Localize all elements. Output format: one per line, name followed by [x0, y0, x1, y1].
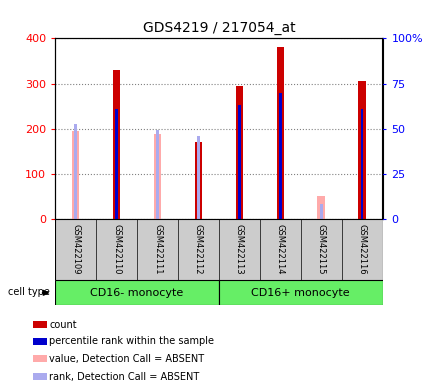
Text: cell type: cell type [8, 286, 50, 296]
Bar [317, 196, 325, 219]
Text: CD16- monocyte: CD16- monocyte [91, 288, 184, 298]
Bar [197, 136, 200, 219]
Text: GSM422116: GSM422116 [357, 224, 366, 275]
Text: GSM422113: GSM422113 [235, 224, 244, 275]
Text: GSM422112: GSM422112 [194, 224, 203, 275]
Text: GSM422109: GSM422109 [71, 224, 80, 275]
Title: GDS4219 / 217054_at: GDS4219 / 217054_at [142, 21, 295, 35]
Bar [115, 109, 118, 219]
Text: GSM422111: GSM422111 [153, 224, 162, 275]
Text: count: count [49, 320, 77, 330]
Bar [72, 131, 79, 219]
Bar [113, 70, 120, 219]
Bar [33, 321, 47, 328]
Bar [320, 204, 323, 219]
Bar [33, 373, 47, 380]
Bar [235, 86, 243, 219]
Bar [277, 47, 284, 219]
Text: GSM422115: GSM422115 [317, 224, 326, 275]
Bar [358, 81, 366, 219]
Bar [156, 130, 159, 219]
Bar [33, 338, 47, 345]
Text: CD16+ monocyte: CD16+ monocyte [251, 288, 350, 298]
Text: GSM422114: GSM422114 [276, 224, 285, 275]
Text: value, Detection Call = ABSENT: value, Detection Call = ABSENT [49, 354, 204, 364]
Bar [195, 142, 202, 219]
Bar [219, 280, 382, 305]
Bar [238, 105, 241, 219]
Bar [279, 93, 282, 219]
Text: percentile rank within the sample: percentile rank within the sample [49, 336, 214, 346]
Text: rank, Detection Call = ABSENT: rank, Detection Call = ABSENT [49, 372, 200, 382]
Bar [33, 355, 47, 362]
Bar [361, 109, 363, 219]
Bar [74, 124, 77, 219]
Bar [154, 134, 161, 219]
Bar [55, 280, 219, 305]
Text: GSM422110: GSM422110 [112, 224, 121, 275]
